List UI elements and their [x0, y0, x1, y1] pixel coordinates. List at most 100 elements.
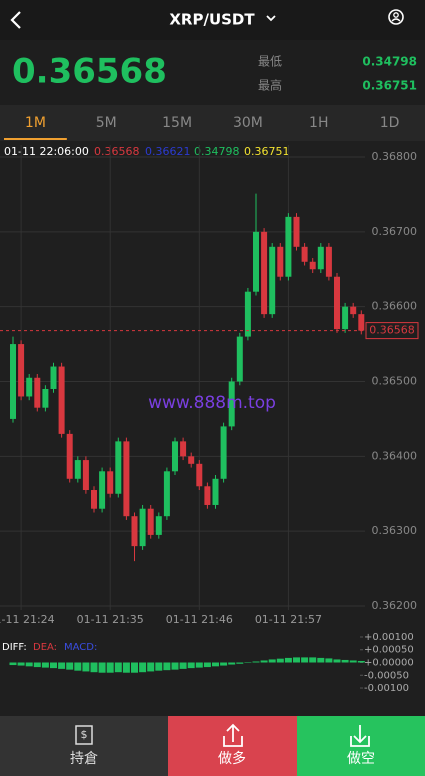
- candle-body: [91, 490, 97, 509]
- y-tick-label: +0.00000: [364, 658, 414, 669]
- macd-bar: [293, 657, 300, 663]
- macd-bar: [276, 658, 284, 663]
- candle-body: [317, 246, 324, 270]
- candle-body: [26, 377, 33, 397]
- svg-text:$: $: [81, 728, 88, 741]
- button-label[interactable]: 做多: [218, 750, 246, 767]
- low-value: 0.34798: [362, 55, 417, 69]
- macd-bar: [333, 659, 341, 663]
- macd-bar: [41, 662, 49, 668]
- candle-body: [107, 471, 114, 494]
- macd-bar: [341, 659, 349, 663]
- y-tick-label: 0.36800: [372, 150, 418, 163]
- macd-bar: [147, 662, 155, 672]
- candle-body: [212, 478, 219, 505]
- candle-body: [220, 426, 227, 479]
- candle-body: [18, 344, 25, 397]
- info-value: 0.36621: [145, 145, 191, 158]
- info-value: 0.36751: [244, 145, 290, 158]
- macd-bar: [131, 662, 138, 673]
- last-price-box: [365, 322, 419, 340]
- candle-body: [147, 508, 154, 535]
- tab[interactable]: 1H: [309, 115, 328, 131]
- candle-body: [10, 344, 16, 419]
- macd-bar: [284, 657, 292, 663]
- macd-bar: [163, 662, 171, 671]
- candle-body: [325, 246, 332, 277]
- y-tick-label: 0.36200: [372, 599, 418, 612]
- candle-body: [82, 460, 89, 491]
- macd-bar: [58, 662, 66, 669]
- long-icon: [223, 723, 243, 747]
- macd-bar: [244, 662, 252, 664]
- back-button[interactable]: [10, 11, 21, 29]
- macd-bar: [155, 662, 163, 671]
- low-label: 最低: [258, 55, 282, 69]
- tab[interactable]: 5M: [96, 115, 117, 131]
- y-tick-label: 0.36700: [372, 225, 418, 238]
- macd-bar: [114, 662, 122, 673]
- candle-body: [334, 276, 340, 330]
- candle-body: [74, 460, 81, 479]
- candle-body: [58, 366, 65, 434]
- candle-body: [155, 516, 162, 535]
- macd-label: MACD:: [64, 642, 97, 653]
- high-value: 0.36751: [362, 79, 417, 93]
- tab-underline: [4, 138, 67, 140]
- tab[interactable]: 30M: [233, 115, 263, 131]
- candle-body: [131, 516, 138, 547]
- button-label[interactable]: 持倉: [70, 751, 98, 767]
- candle-body: [301, 246, 308, 262]
- macd-bar: [357, 660, 365, 663]
- macd-bar: [260, 660, 268, 663]
- position-button[interactable]: [0, 716, 168, 776]
- candle-body: [180, 441, 187, 457]
- candle-body: [163, 471, 170, 517]
- candle-body: [358, 314, 365, 331]
- y-tick-label: +0.00050: [364, 645, 414, 656]
- x-tick-label: 01-11 21:35: [77, 613, 144, 626]
- y-tick-label: 0.36400: [372, 449, 418, 462]
- x-tick-label: 01-11 21:24: [0, 613, 55, 626]
- y-tick-label: -0.00100: [364, 683, 409, 694]
- tab[interactable]: 15M: [162, 115, 192, 131]
- candle-body: [99, 471, 106, 509]
- macd-bar: [252, 661, 260, 663]
- user-icon[interactable]: [388, 9, 404, 25]
- candle-body: [115, 441, 122, 494]
- watermark: www.888m.top: [148, 393, 276, 413]
- macd-bar: [106, 662, 114, 673]
- dropdown-icon[interactable]: [266, 15, 276, 22]
- macd-label: DIFF:: [2, 642, 27, 653]
- last-price-label: 0.36568: [369, 324, 415, 337]
- y-tick-label: -0.00050: [364, 670, 409, 681]
- candle-body: [244, 291, 251, 337]
- tab[interactable]: 1D: [380, 115, 400, 131]
- macd-bar: [220, 662, 228, 666]
- macd-bar: [349, 660, 357, 663]
- macd-bar: [98, 662, 106, 673]
- macd-bar: [66, 662, 74, 670]
- candle-body: [253, 231, 259, 292]
- candle-body: [196, 463, 203, 487]
- candle-body: [309, 261, 316, 270]
- candle-body: [277, 246, 284, 277]
- candle-body: [293, 216, 300, 247]
- candle-body: [350, 306, 357, 315]
- macd-bar: [325, 658, 333, 663]
- title[interactable]: XRP/USDT: [169, 11, 255, 29]
- y-tick-label: 0.36500: [372, 375, 418, 388]
- candle-body: [34, 377, 41, 408]
- macd-bar: [203, 662, 211, 668]
- macd-bar: [171, 662, 179, 670]
- button-label[interactable]: 做空: [347, 751, 375, 767]
- macd-bar: [74, 662, 82, 671]
- x-tick-label: 01-11 21:46: [166, 613, 233, 626]
- candle-body: [261, 231, 268, 315]
- info-value: 0.34798: [194, 145, 240, 158]
- candle-body: [42, 388, 49, 408]
- tab[interactable]: 1M: [25, 115, 46, 131]
- macd-bar: [228, 662, 236, 665]
- macd-bar: [187, 662, 195, 669]
- macd-bar: [90, 662, 98, 673]
